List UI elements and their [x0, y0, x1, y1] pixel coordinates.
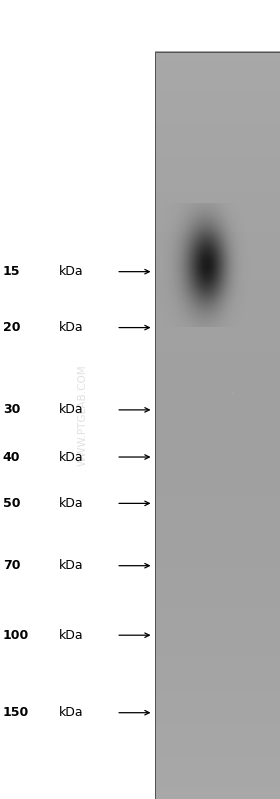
- Text: kDa: kDa: [59, 629, 83, 642]
- Text: 20: 20: [3, 321, 20, 334]
- Text: kDa: kDa: [59, 403, 83, 416]
- Text: kDa: kDa: [59, 559, 83, 572]
- Text: kDa: kDa: [59, 321, 83, 334]
- Bar: [155, 52, 280, 799]
- Text: kDa: kDa: [59, 706, 83, 719]
- Text: 50: 50: [3, 497, 20, 510]
- Text: 70: 70: [3, 559, 20, 572]
- Text: 40: 40: [3, 451, 20, 463]
- Text: kDa: kDa: [59, 497, 83, 510]
- Text: 15: 15: [3, 265, 20, 278]
- Text: 30: 30: [3, 403, 20, 416]
- Text: 150: 150: [3, 706, 29, 719]
- Text: kDa: kDa: [59, 265, 83, 278]
- Text: 100: 100: [3, 629, 29, 642]
- Text: kDa: kDa: [59, 451, 83, 463]
- Text: WWW.PTGLAB.COM: WWW.PTGLAB.COM: [78, 364, 88, 467]
